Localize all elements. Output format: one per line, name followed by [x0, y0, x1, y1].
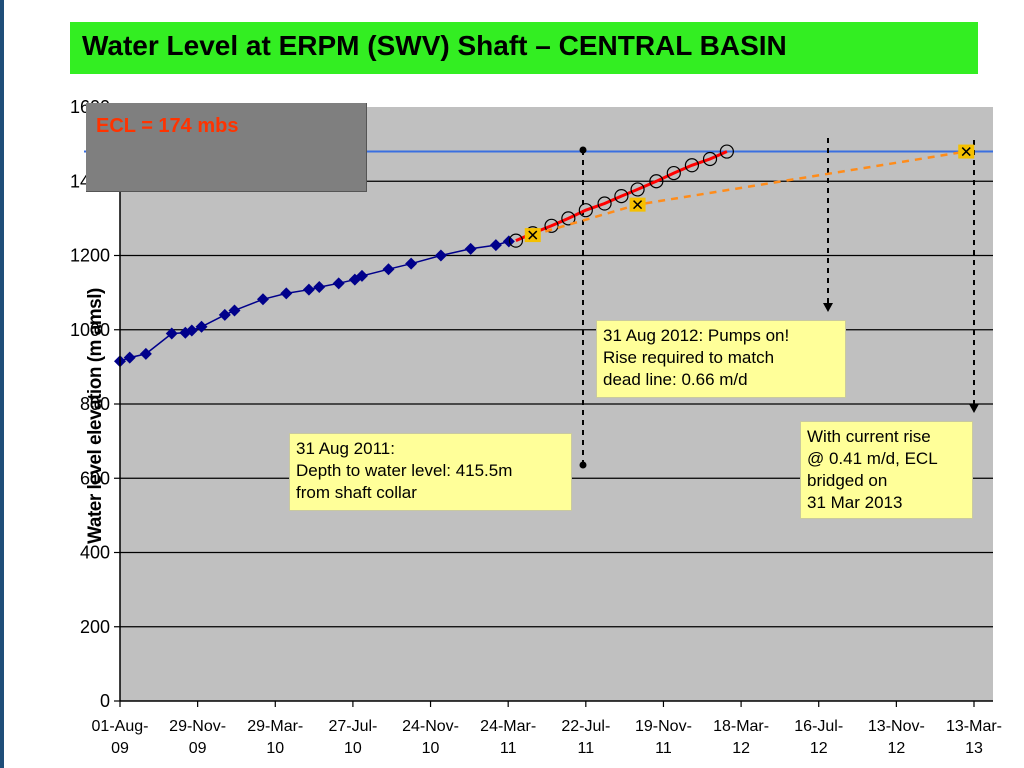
- observed-point: [165, 327, 178, 340]
- arrowhead-mar-2013: [969, 404, 979, 413]
- x-tick-label: 16-Jul-12: [794, 718, 843, 757]
- guide-dot-top: [579, 146, 587, 154]
- x-tick-label: 22-Jul-11: [561, 718, 610, 757]
- required-rise-point: [649, 174, 664, 189]
- observed-point: [256, 293, 269, 306]
- required-rise-point: [614, 189, 629, 204]
- observed-point: [332, 277, 345, 290]
- observed-point: [502, 235, 515, 248]
- observed-point: [185, 324, 198, 337]
- gridlines: [120, 180, 993, 628]
- y-tick-label: 1000: [70, 320, 110, 340]
- required-rise-point: [666, 165, 681, 181]
- observed-point: [489, 239, 502, 252]
- ecl-label-box: ECL = 174 mbs: [86, 103, 367, 192]
- x-tick-label: 29-Nov-09: [169, 718, 226, 757]
- note-aug-2011: 31 Aug 2011: Depth to water level: 415.5…: [289, 433, 572, 511]
- current-rise-point-x: [961, 147, 971, 157]
- required-rise-point: [702, 151, 718, 167]
- required-rise-point: [597, 196, 612, 211]
- note-mar-2013: With current rise @ 0.41 m/d, ECL bridge…: [800, 421, 973, 519]
- guide-dot-bottom: [579, 461, 587, 469]
- x-tick-label: 29-Mar-10: [247, 718, 303, 757]
- observed-point: [313, 281, 326, 294]
- observed-series-line: [119, 240, 510, 363]
- required-rise-line: [515, 150, 728, 242]
- x-tick-label: 27-Jul-10: [328, 718, 377, 757]
- required-rise-point: [508, 233, 524, 248]
- y-tick-label: 0: [100, 691, 110, 711]
- required-rise-point: [544, 218, 559, 233]
- note-aug-2012: 31 Aug 2012: Pumps on! Rise required to …: [596, 320, 846, 398]
- x-tick-label: 13-Mar-13: [946, 718, 1002, 757]
- observed-point: [355, 269, 368, 282]
- observed-point: [464, 242, 477, 255]
- y-tick-label: 1200: [70, 246, 110, 266]
- required-rise-point: [684, 158, 700, 173]
- title-banner: Water Level at ERPM (SWV) Shaft – CENTRA…: [70, 22, 978, 74]
- observed-point: [123, 351, 136, 364]
- page-title: Water Level at ERPM (SWV) Shaft – CENTRA…: [82, 30, 787, 61]
- required-rise-point: [561, 211, 576, 226]
- required-rise-point: [630, 182, 645, 197]
- observed-point: [195, 320, 208, 333]
- observed-point: [228, 304, 241, 317]
- observed-point: [280, 287, 293, 300]
- current-rise-point-x: [633, 200, 643, 210]
- required-rise-point: [578, 203, 593, 218]
- ecl-label: ECL = 174 mbs: [96, 115, 239, 137]
- arrowhead-jul-2012: [823, 303, 833, 312]
- current-rise-point-x: [528, 230, 538, 240]
- observed-point: [434, 249, 447, 262]
- observed-point: [218, 308, 231, 321]
- x-tick-label: 19-Nov-11: [635, 718, 692, 757]
- y-tick-label: 400: [80, 543, 110, 563]
- observed-point: [139, 347, 152, 360]
- observed-point: [302, 283, 315, 296]
- series-layer: [114, 144, 975, 368]
- x-tick-label: 18-Mar-12: [713, 718, 769, 757]
- x-tick-label: 13-Nov-12: [868, 718, 925, 757]
- required-rise-point: [719, 144, 734, 159]
- annotation-guides: [579, 138, 979, 469]
- tick-labels: 0200400600800100012001400160001-Aug-0929…: [70, 97, 1002, 757]
- y-tick-label: 200: [80, 617, 110, 637]
- observed-point: [405, 257, 418, 270]
- y-axis-label: Water level elevation (m amsl): [85, 288, 106, 544]
- x-tick-label: 01-Aug-09: [92, 718, 149, 757]
- observed-point: [382, 263, 395, 276]
- x-tick-label: 24-Nov-10: [402, 718, 459, 757]
- y-tick-label: 600: [80, 468, 110, 488]
- x-tick-label: 24-Mar-11: [480, 718, 536, 757]
- y-tick-label: 800: [80, 394, 110, 414]
- left-edge-strip: [0, 0, 4, 768]
